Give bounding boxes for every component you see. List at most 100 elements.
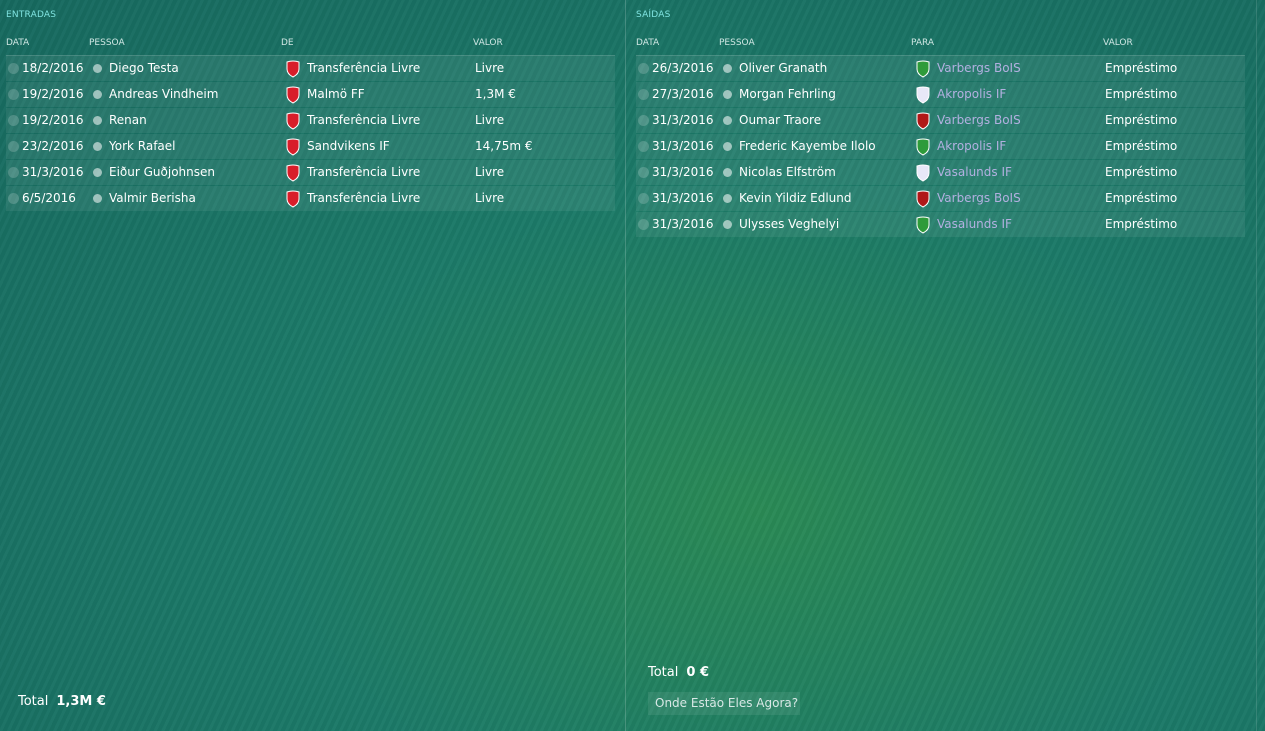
club[interactable]: Varbergs BoIS	[937, 61, 1021, 75]
person[interactable]: Kevin Yildiz Edlund	[739, 191, 852, 205]
transfer-row[interactable]: 18/2/2016 Diego Testa Transferência Livre L…	[6, 56, 615, 81]
club[interactable]: Varbergs BoIS	[937, 191, 1021, 205]
total-value: 1,3M €	[56, 694, 106, 709]
value: Empréstimo	[1105, 217, 1178, 231]
value: Livre	[475, 191, 505, 205]
transfer-row[interactable]: 31/3/2016 Nicolas Elfström Vasalunds IF Emp…	[636, 160, 1245, 185]
club[interactable]: Akropolis IF	[937, 87, 1007, 101]
transfer-row[interactable]: 26/3/2016 Oliver Granath Varbergs BoIS Empr…	[636, 56, 1245, 81]
value: 14,75m €	[475, 139, 533, 153]
status-icon	[638, 193, 649, 204]
club-badge	[286, 164, 300, 182]
person[interactable]: Diego Testa	[109, 61, 179, 75]
transfer-row[interactable]: 31/3/2016 Frederic Kayembe Ilolo Akropolis…	[636, 134, 1245, 159]
transfer-row[interactable]: 31/3/2016 Ulysses Veghelyi Vasalunds IF Emp…	[636, 212, 1245, 237]
club-badge	[286, 138, 300, 156]
transfer-row[interactable]: 19/2/2016 Andreas Vindheim Malmö FF 1,3M €	[6, 82, 615, 107]
club[interactable]: Vasalunds IF	[937, 217, 1012, 231]
club[interactable]: Transferência Livre	[307, 113, 421, 127]
person[interactable]: Nicolas Elfström	[739, 165, 836, 179]
divider	[625, 0, 626, 731]
club-badge	[286, 190, 300, 208]
date: 19/2/2016	[22, 87, 84, 101]
status-icon	[8, 141, 19, 152]
date: 27/3/2016	[652, 87, 714, 101]
date: 18/2/2016	[22, 61, 84, 75]
club-badge	[286, 60, 300, 78]
club-badge	[916, 86, 930, 104]
status-icon	[638, 89, 649, 100]
column-header: PESSOA	[719, 38, 755, 48]
edge	[1256, 0, 1257, 731]
column-header: DATA	[6, 38, 30, 48]
transfer-row[interactable]: 27/3/2016 Morgan Fehrling Akropolis IF Empr…	[636, 82, 1245, 107]
club-badge	[916, 138, 930, 156]
info-icon	[723, 220, 732, 229]
value: Empréstimo	[1105, 165, 1178, 179]
club-badge	[916, 164, 930, 182]
status-icon	[638, 141, 649, 152]
value: Livre	[475, 113, 505, 127]
column-header: PARA	[911, 38, 935, 48]
status-icon	[8, 167, 19, 178]
person[interactable]: Ulysses Veghelyi	[739, 217, 840, 231]
value: Empréstimo	[1105, 139, 1178, 153]
status-icon	[638, 115, 649, 126]
person[interactable]: Oumar Traore	[739, 113, 822, 127]
status-icon	[638, 219, 649, 230]
date: 23/2/2016	[22, 139, 84, 153]
transfer-row[interactable]: 23/2/2016 York Rafael Sandvikens IF 14,75m …	[6, 134, 615, 159]
info-icon	[93, 168, 102, 177]
value: Empréstimo	[1105, 191, 1178, 205]
club[interactable]: Akropolis IF	[937, 139, 1007, 153]
club[interactable]: Sandvikens IF	[307, 139, 390, 153]
transfer-row[interactable]: 19/2/2016 Renan Transferência Livre Livre	[6, 108, 615, 133]
date: 31/3/2016	[652, 217, 714, 231]
transfer-row[interactable]: 31/3/2016 Oumar Traore Varbergs BoIS Emprés…	[636, 108, 1245, 133]
person[interactable]: Oliver Granath	[739, 61, 828, 75]
value: Empréstimo	[1105, 113, 1178, 127]
club-badge	[286, 112, 300, 130]
date: 6/5/2016	[22, 191, 76, 205]
transfer-row[interactable]: 6/5/2016 Valmir Berisha Transferência Livr…	[6, 186, 615, 211]
person[interactable]: York Rafael	[109, 139, 176, 153]
club[interactable]: Malmö FF	[307, 87, 365, 101]
club-badge	[916, 112, 930, 130]
person[interactable]: Morgan Fehrling	[739, 87, 836, 101]
column-header: VALOR	[473, 38, 503, 48]
club[interactable]: Varbergs BoIS	[937, 113, 1021, 127]
person[interactable]: Frederic Kayembe Ilolo	[739, 139, 876, 153]
header-rule	[6, 55, 615, 56]
incoming-total: Total 1,3M €	[18, 694, 106, 709]
club[interactable]: Transferência Livre	[307, 165, 421, 179]
incoming-panel: ENTRADAS DATA PESSOA DE VALOR 18/2/2016 Diego …	[0, 0, 620, 731]
club[interactable]: Vasalunds IF	[937, 165, 1012, 179]
person[interactable]: Andreas Vindheim	[109, 87, 219, 101]
info-icon	[723, 64, 732, 73]
date: 31/3/2016	[22, 165, 84, 179]
club-badge	[286, 86, 300, 104]
value: Livre	[475, 61, 505, 75]
date: 19/2/2016	[22, 113, 84, 127]
info-icon	[723, 168, 732, 177]
status-icon	[8, 89, 19, 100]
column-header: DE	[281, 38, 294, 48]
transfer-row[interactable]: 31/3/2016 Kevin Yildiz Edlund Varbergs BoI…	[636, 186, 1245, 211]
club-badge	[916, 60, 930, 78]
club[interactable]: Transferência Livre	[307, 191, 421, 205]
person[interactable]: Eiður Guðjohnsen	[109, 165, 215, 179]
total-label: Total	[648, 665, 679, 680]
person[interactable]: Renan	[109, 113, 147, 127]
value: Empréstimo	[1105, 61, 1178, 75]
transfer-row[interactable]: 31/3/2016 Eiður Guðjohnsen Transferência L…	[6, 160, 615, 185]
status-icon	[8, 115, 19, 126]
club-badge	[916, 190, 930, 208]
column-header: DATA	[636, 38, 660, 48]
person[interactable]: Valmir Berisha	[109, 191, 196, 205]
outgoing-panel: SAÍDAS DATA PESSOA PARA VALOR 26/3/2016 Oliver…	[630, 0, 1255, 731]
club[interactable]: Transferência Livre	[307, 61, 421, 75]
where-are-they-button[interactable]: Onde Estão Eles Agora?	[648, 692, 800, 715]
value: 1,3M €	[475, 87, 516, 101]
